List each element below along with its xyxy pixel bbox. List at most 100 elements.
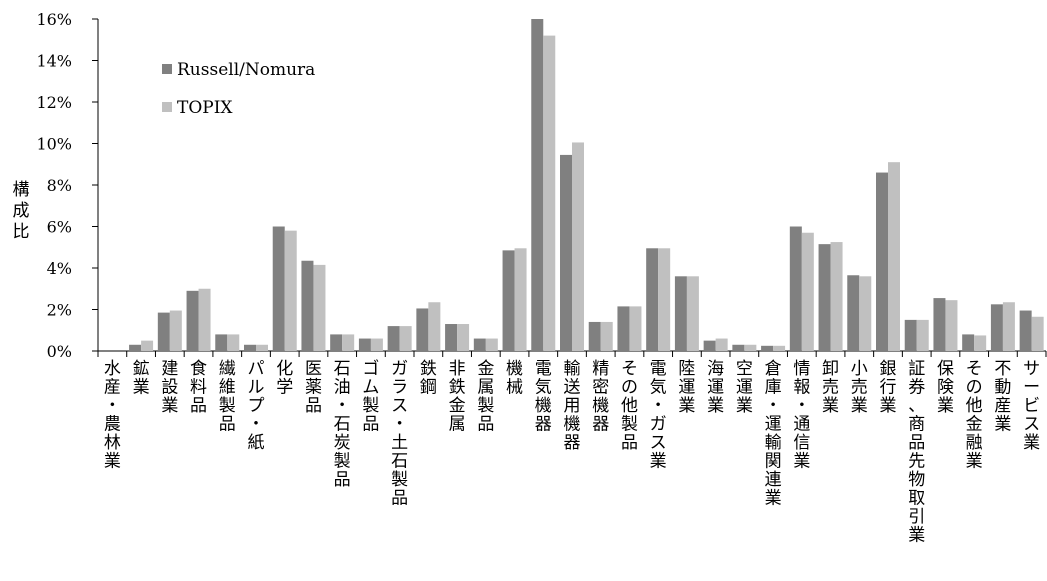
x-tick-label: 繊維製品 — [219, 359, 236, 435]
y-tick-label: 16% — [36, 10, 72, 29]
bar-russell-nomura — [330, 334, 343, 351]
bar-russell-nomura — [847, 275, 860, 351]
bar-topix — [658, 248, 671, 351]
bar-russell-nomura — [962, 334, 975, 351]
bar-russell-nomura — [502, 250, 515, 351]
x-tick-label: パルプ・紙 — [248, 359, 265, 453]
bar-topix — [370, 338, 383, 351]
bar-topix — [428, 302, 441, 351]
legend: Russell/Nomura TOPIX — [162, 60, 315, 118]
x-tick-label: その他金融業 — [966, 359, 983, 472]
bar-topix — [888, 162, 900, 351]
bar-topix — [485, 338, 498, 351]
bar-russell-nomura — [732, 344, 745, 351]
y-tick-label: 4% — [47, 259, 72, 278]
bar-topix — [916, 319, 929, 352]
x-tick-label: 銀行業 — [880, 359, 897, 416]
bar-russell-nomura — [588, 321, 601, 351]
x-tick-label-group: 水産・農林業鉱業建設業食料品繊維製品パルプ・紙化学医薬品石油・石炭製品ゴム製品ガ… — [104, 358, 1040, 546]
bar-russell-nomura — [560, 154, 572, 351]
bars-group — [129, 19, 1044, 352]
bar-russell-nomura — [445, 324, 458, 351]
x-tick-label: 倉庫・運輸関連業 — [765, 359, 782, 509]
y-tick-label: 8% — [47, 176, 72, 195]
y-tick-label: 6% — [47, 218, 72, 237]
x-tick-label: 鉄鋼 — [420, 359, 437, 398]
bar-topix — [859, 276, 872, 351]
x-tick-label: 機械 — [506, 359, 523, 398]
bar-russell-nomura — [761, 345, 774, 351]
legend-label: Russell/Nomura — [177, 60, 315, 80]
x-tick-label: サービス業 — [1023, 359, 1040, 453]
bar-russell-nomura — [818, 244, 831, 351]
x-tick-label: 証券、商品先物取引業 — [908, 359, 925, 546]
bar-russell-nomura — [301, 260, 314, 351]
bar-topix — [141, 340, 154, 352]
bar-topix — [169, 310, 182, 351]
bar-topix — [600, 321, 613, 351]
x-tick-label: 不動産業 — [994, 359, 1011, 435]
y-tick-label: 14% — [36, 52, 72, 71]
bar-russell-nomura — [1019, 310, 1032, 351]
x-tick-label: ガラス・土石製品 — [391, 359, 408, 509]
bar-russell-nomura — [416, 308, 429, 351]
y-tick-label: 2% — [47, 301, 72, 320]
x-tick-label: 食料品 — [190, 359, 207, 416]
bar-russell-nomura — [272, 226, 285, 351]
x-tick-label: 水産・農林業 — [104, 359, 121, 472]
x-tick-label: 精密機器 — [592, 359, 609, 435]
bar-topix — [945, 300, 958, 351]
bar-topix — [227, 334, 240, 351]
bar-russell-nomura — [215, 334, 228, 351]
bar-russell-nomura — [933, 298, 946, 351]
bar-russell-nomura — [358, 338, 371, 351]
bar-topix — [974, 335, 987, 351]
bar-topix — [1031, 316, 1044, 351]
y-tick-group: 0% 2% 4% 6% 8% 10% 12% 14% 16% — [36, 10, 98, 361]
bar-russell-nomura — [129, 344, 142, 351]
bar-russell-nomura — [789, 226, 802, 351]
bar-russell-nomura — [646, 248, 659, 351]
bar-topix — [773, 345, 786, 351]
bar-topix — [629, 306, 642, 351]
x-tick-label: 電気機器 — [535, 359, 552, 435]
bar-russell-nomura — [990, 304, 1003, 351]
x-tick-label: 非鉄金属 — [449, 359, 466, 435]
bar-topix — [744, 344, 757, 351]
y-axis-title: 構成比 — [13, 180, 30, 242]
x-tick-label: 海運業 — [707, 359, 724, 416]
bar-topix — [457, 324, 470, 351]
legend-swatch — [162, 64, 172, 74]
x-tick-label: 石油・石炭製品 — [334, 359, 351, 490]
x-tick-label: 陸運業 — [678, 359, 695, 416]
y-tick-label: 0% — [47, 342, 72, 361]
bar-russell-nomura — [387, 326, 400, 351]
bar-topix — [284, 230, 297, 351]
bar-topix — [801, 232, 814, 351]
bar-topix — [686, 276, 699, 351]
bar-topix — [543, 35, 556, 351]
bar-topix — [830, 242, 843, 351]
bar-russell-nomura — [157, 312, 170, 351]
bar-russell-nomura — [244, 344, 256, 351]
x-tick-label: 卸売業 — [822, 359, 839, 416]
x-tick-label: 電気・ガス業 — [650, 359, 667, 472]
x-tick-label: 小売業 — [851, 359, 868, 416]
x-tick-label: 情報・通信業 — [793, 359, 810, 472]
y-tick-label: 10% — [36, 135, 72, 154]
bar-russell-nomura — [703, 340, 716, 352]
x-tick-label: 建設業 — [161, 359, 178, 416]
x-tick-label: その他製品 — [621, 359, 638, 453]
x-tick-label: ゴム製品 — [362, 358, 379, 435]
legend-swatch — [162, 102, 172, 112]
bar-russell-nomura — [876, 172, 888, 351]
y-axis-label: 構成比 — [13, 180, 30, 242]
bar-russell-nomura — [473, 338, 486, 351]
bar-russell-nomura — [674, 276, 687, 351]
x-tick-label: 医薬品 — [305, 359, 322, 416]
bar-topix — [256, 344, 268, 351]
bar-russell-nomura — [617, 306, 630, 351]
x-tick-label: 輸送用機器 — [564, 359, 581, 453]
x-tick-label: 空運業 — [736, 359, 753, 416]
